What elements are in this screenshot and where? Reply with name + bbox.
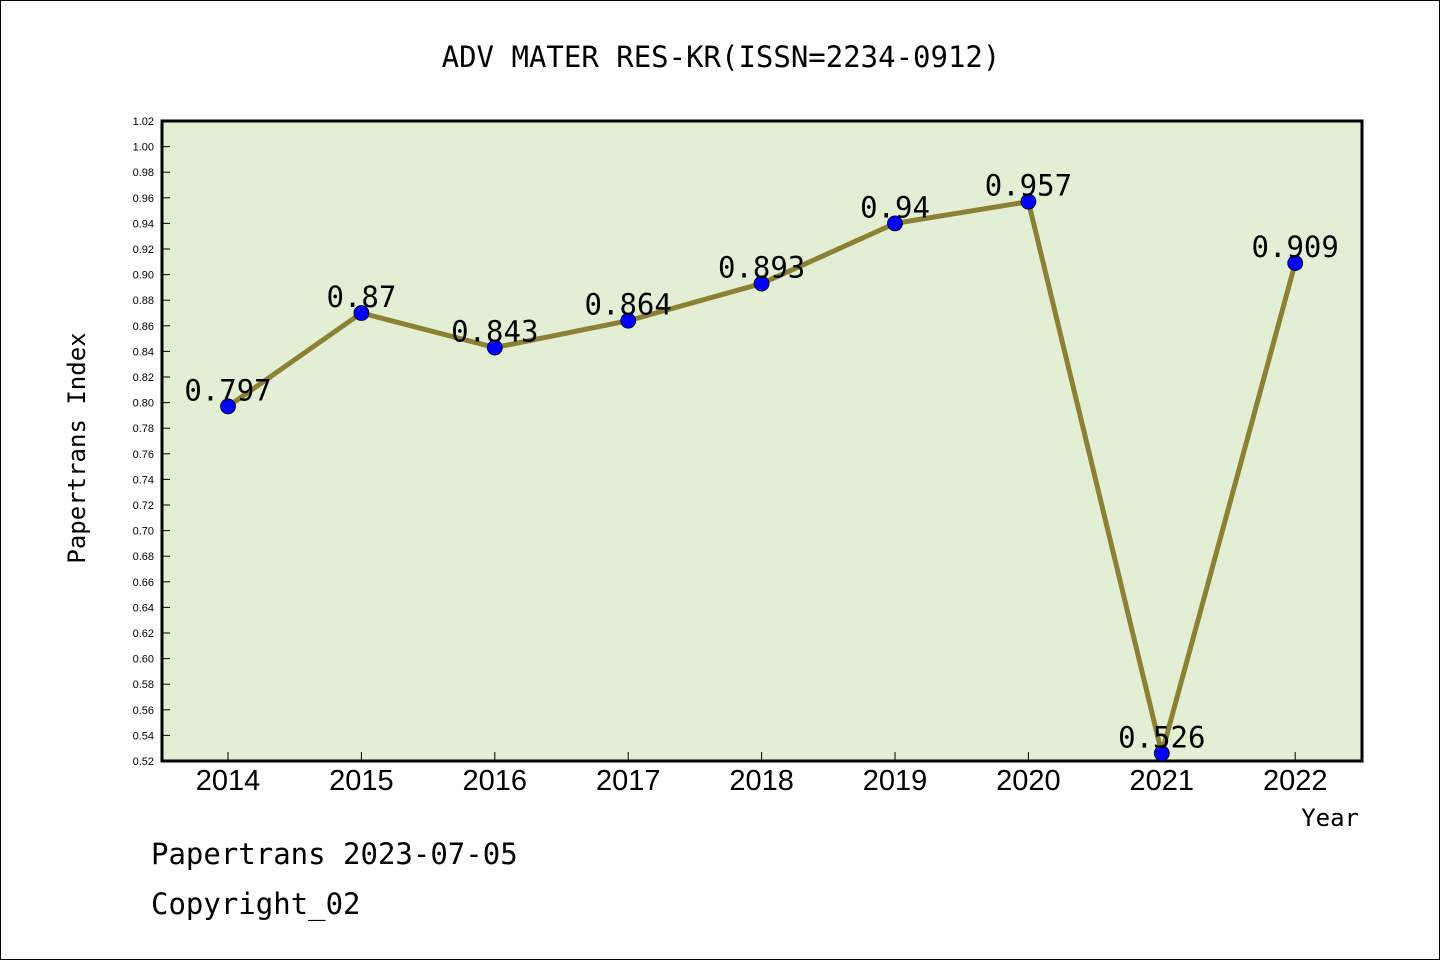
data-point xyxy=(353,305,370,321)
y-tick-label: 0.60 xyxy=(133,654,154,666)
x-tick-label: 2019 xyxy=(863,765,928,797)
y-axis-label: Papertrans Index xyxy=(63,332,91,563)
x-tick-label: 2016 xyxy=(463,765,528,797)
y-tick-label: 0.82 xyxy=(133,372,154,384)
y-tick-label: 0.70 xyxy=(133,526,154,538)
data-point xyxy=(1020,193,1037,210)
y-tick-label: 0.90 xyxy=(133,270,154,282)
x-tick-label: 2015 xyxy=(329,765,394,797)
y-tick-label: 0.80 xyxy=(133,398,154,410)
x-tick-label: 2021 xyxy=(1130,765,1195,797)
data-label: 0.957 xyxy=(985,169,1072,203)
y-tick-label: 0.56 xyxy=(133,705,154,717)
source-date-text: Papertrans 2023-07-05 xyxy=(151,837,518,871)
x-tick-label: 2022 xyxy=(1263,765,1328,797)
y-tick-label: 0.76 xyxy=(133,449,154,461)
data-series: 0.797 0.87 0.843 0.864 0.893 0.94 0.957 0.526 0.… xyxy=(184,169,1339,762)
y-tick-label: 1.02 xyxy=(133,116,154,128)
data-label: 0.94 xyxy=(860,190,930,224)
data-label: 0.797 xyxy=(184,373,271,407)
y-tick-label: 0.88 xyxy=(133,295,154,307)
y-tick-label: 0.52 xyxy=(133,756,154,768)
data-point xyxy=(620,312,637,329)
data-point xyxy=(1287,255,1304,271)
y-tick-label: 0.84 xyxy=(133,346,154,358)
y-tick-label: 0.74 xyxy=(133,474,154,486)
y-tick-label: 0.92 xyxy=(133,244,154,256)
plot-area xyxy=(160,119,1364,763)
y-tick-label: 0.94 xyxy=(133,218,154,230)
data-label: 0.909 xyxy=(1252,230,1339,264)
y-axis: 0.52 0.54 0.56 0.58 0.60 0.62 0.64 0.66 0.68 0.70… xyxy=(133,116,170,768)
x-tick-label: 2014 xyxy=(196,765,261,797)
y-tick-label: 0.66 xyxy=(133,577,154,589)
x-tick-label: 2020 xyxy=(996,765,1061,797)
y-tick-label: 0.72 xyxy=(133,500,154,512)
copyright-text: Copyright_02 xyxy=(151,887,361,921)
data-label: 0.87 xyxy=(326,280,396,314)
x-axis: 2014 2015 2016 2017 2018 2019 2020 2021 2022 xyxy=(196,752,1328,797)
data-point xyxy=(220,398,236,415)
x-tick-label: 2018 xyxy=(729,765,794,797)
data-label: 0.843 xyxy=(451,315,538,349)
y-tick-label: 0.62 xyxy=(133,628,154,640)
y-tick-label: 0.54 xyxy=(133,730,154,742)
data-label: 0.864 xyxy=(585,288,672,322)
y-tick-label: 0.58 xyxy=(133,679,154,691)
y-tick-label: 0.78 xyxy=(133,423,154,435)
y-tick-label: 1.00 xyxy=(133,142,154,154)
data-point xyxy=(753,275,770,292)
y-tick-label: 0.68 xyxy=(133,551,154,563)
data-point xyxy=(887,215,903,232)
chart-title: ADV MATER RES-KR(ISSN=2234-0912) xyxy=(442,40,1001,74)
y-tick-label: 0.64 xyxy=(133,602,154,614)
y-tick-label: 0.86 xyxy=(133,321,154,333)
y-tick-label: 0.98 xyxy=(133,167,154,179)
data-point xyxy=(1153,745,1170,762)
data-label: 0.893 xyxy=(718,251,805,285)
x-tick-label: 2017 xyxy=(596,765,661,797)
data-point xyxy=(486,339,503,356)
x-axis-label: Year xyxy=(1301,804,1359,832)
y-tick-label: 0.96 xyxy=(133,193,154,205)
data-label: 0.526 xyxy=(1118,720,1205,754)
